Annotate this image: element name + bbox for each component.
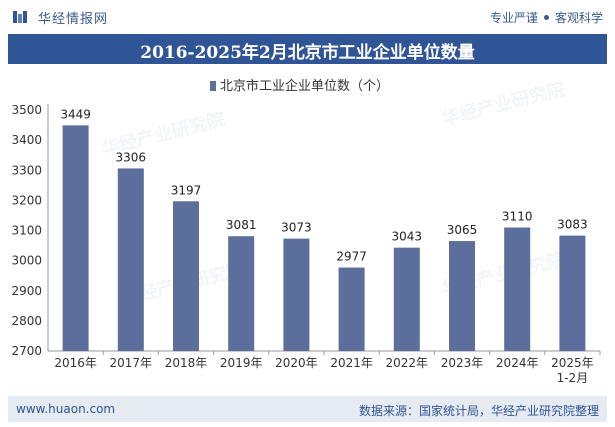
x-tick-label: 2024年 (496, 356, 539, 370)
data-source: 数据来源：国家统计局，华经产业研究院整理 (358, 404, 599, 418)
x-tick-label: 2021年 (330, 356, 373, 370)
x-tick-label: 2023年 (441, 356, 484, 370)
bar (449, 241, 475, 351)
legend-label: 北京市工业企业单位数（个） (220, 78, 389, 94)
bar-chart: 北京市工业企业单位数（个） 2700 2800 2900 3000 3100 3200 330… (11, 78, 601, 385)
x-tick-label: 2020年 (275, 356, 318, 370)
legend-swatch (210, 81, 216, 91)
bar (173, 201, 199, 351)
chart-area: 北京市工业企业单位数（个） 2700 2800 2900 3000 3100 3200 330… (0, 64, 615, 394)
data-label: 3081 (226, 218, 257, 232)
x-tick-label: 2017年 (110, 356, 153, 370)
bar (117, 168, 144, 351)
y-tick-label: 3500 (11, 103, 42, 117)
bar (338, 267, 365, 351)
data-label: 3110 (502, 209, 533, 223)
website-link[interactable]: www.huaon.com (16, 402, 116, 416)
chart-title: 2016-2025年2月北京市工业企业单位数量 (140, 43, 475, 63)
y-tick-label: 3200 (11, 193, 42, 207)
data-label: 3306 (116, 150, 147, 164)
data-label: 3197 (171, 183, 202, 197)
y-tick-label: 2800 (11, 314, 42, 328)
y-tick-label: 3000 (11, 254, 42, 268)
data-label: 3073 (281, 221, 312, 235)
data-label: 3043 (392, 230, 423, 244)
x-tick-label: 2018年 (165, 356, 208, 370)
x-tick-label: 2025年 (551, 356, 594, 370)
bar (559, 235, 586, 351)
x-tick-label: 2016年 (54, 356, 97, 370)
y-tick-label: 3400 (11, 133, 42, 147)
brand-name: 华经情报网 (38, 12, 109, 27)
x-tick-label: 2019年 (220, 356, 263, 370)
bar (393, 247, 420, 351)
y-tick-label: 2700 (11, 344, 42, 358)
x-tick-label: 2022年 (386, 356, 429, 370)
bar (283, 238, 310, 351)
bar (228, 236, 255, 351)
slogan: 专业严谨 客观科学 (490, 9, 603, 26)
y-tick-label: 3300 (11, 163, 42, 177)
slogan-right: 客观科学 (554, 11, 603, 25)
y-tick-label: 3100 (11, 224, 42, 238)
data-label: 3083 (557, 218, 588, 232)
logo-icon (13, 11, 27, 23)
bar (62, 125, 89, 351)
dot-icon (543, 15, 549, 20)
data-label: 2977 (336, 250, 367, 264)
data-label: 3449 (60, 107, 91, 121)
x-tick-label: 1-2月 (557, 371, 589, 385)
slogan-left: 专业严谨 (489, 11, 538, 25)
data-label: 3065 (447, 223, 478, 237)
y-tick-label: 2900 (11, 284, 42, 298)
top-bar: 华经情报网 专业严谨 客观科学 (0, 0, 615, 34)
footer: www.huaon.com 数据来源：国家统计局，华经产业研究院整理 (8, 396, 607, 422)
bar (504, 227, 531, 351)
title-bar: 2016-2025年2月北京市工业企业单位数量 (8, 34, 607, 64)
